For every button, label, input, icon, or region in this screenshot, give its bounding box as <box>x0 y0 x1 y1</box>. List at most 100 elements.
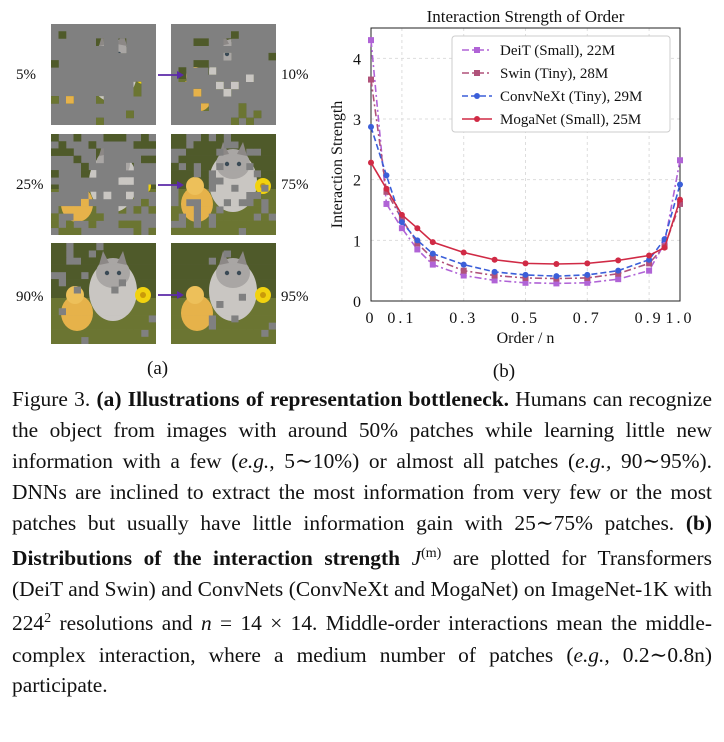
data-point <box>398 219 405 226</box>
data-point <box>368 37 374 44</box>
data-point <box>368 159 374 166</box>
x-tick-label: 0.9 <box>635 310 664 327</box>
panel-a: 5% 10% 25% 75% 90% 95% (a) <box>0 0 330 385</box>
masked-image-5pct <box>51 24 156 125</box>
data-point <box>383 200 390 207</box>
arrow-icon <box>158 71 184 79</box>
data-point <box>522 271 529 278</box>
data-point <box>522 274 529 281</box>
legend: DeiT (Small), 22M Swin (Tiny), 28M ConvNeX… <box>451 35 671 133</box>
legend-marker <box>474 47 480 53</box>
interaction-strength-chart: Interaction Strength of Order 0 1 2 3 4 0 0.1 0.… <box>329 7 692 382</box>
caption-text: 5∼10%) or almost all patches ( <box>274 448 576 473</box>
legend-entry: MogaNet (Small), 25M <box>500 112 641 128</box>
legend-entry: DeiT (Small), 22M <box>500 43 615 59</box>
x-tick-label: 0.7 <box>573 310 602 327</box>
data-point <box>429 250 436 257</box>
legend-marker <box>474 116 480 122</box>
data-point <box>429 239 436 246</box>
pct-label-75: 75% <box>281 177 309 193</box>
data-point <box>677 200 683 207</box>
legend-entry: ConvNeXt (Tiny), 29M <box>500 89 642 105</box>
series-line <box>370 126 681 277</box>
data-point <box>383 172 390 179</box>
data-point <box>398 211 405 218</box>
data-point <box>677 157 683 164</box>
data-point <box>646 267 653 274</box>
caption-text: resolutions and <box>51 611 201 636</box>
caption-text: are plotted for Transformers (DeiT and S… <box>12 545 712 636</box>
series-2 <box>368 123 683 280</box>
pct-label-25: 25% <box>16 177 44 193</box>
legend-marker <box>474 93 480 99</box>
data-point <box>460 249 467 256</box>
caption-text: = 14 × 14. Middle-order interactions mea… <box>12 611 712 667</box>
math-superscript-2: 2 <box>44 611 52 627</box>
data-point <box>646 252 653 259</box>
series-3 <box>368 159 683 267</box>
legend-entry: Swin (Tiny), 28M <box>500 66 608 82</box>
arrow-icon <box>158 291 184 299</box>
data-point <box>553 273 560 280</box>
x-tick-label: 0.3 <box>449 310 478 327</box>
series-line <box>370 40 681 285</box>
masked-image-10pct <box>171 24 276 125</box>
data-point <box>661 244 668 251</box>
caption-b-title: Distributions of the interaction strengt… <box>12 545 401 570</box>
series-1 <box>368 76 683 282</box>
caption-b-label: (b) <box>685 510 712 535</box>
data-point <box>429 255 436 262</box>
pct-label-95: 95% <box>281 289 309 305</box>
data-point <box>460 261 467 268</box>
y-axis-label: Interaction Strength <box>329 101 346 229</box>
pct-label-10: 10% <box>281 67 309 83</box>
data-point <box>615 257 622 264</box>
math-j-superscript: (m) <box>421 545 442 561</box>
masked-image-90pct <box>51 243 156 344</box>
data-point <box>429 261 436 268</box>
data-point <box>491 268 498 275</box>
y-tick-label: 2 <box>353 173 361 190</box>
data-point <box>522 279 529 286</box>
data-point <box>414 246 421 253</box>
series-line <box>370 162 681 265</box>
data-point <box>646 260 653 267</box>
y-tick-label: 1 <box>353 233 361 250</box>
data-point <box>615 276 622 283</box>
chart-title: Interaction Strength of Order <box>427 7 625 26</box>
data-point <box>661 240 668 247</box>
x-tick-label: 0.5 <box>511 310 540 327</box>
data-point <box>646 256 653 263</box>
data-point <box>368 123 374 130</box>
data-point <box>383 185 390 192</box>
caption-eg: e.g., <box>575 448 612 473</box>
x-tick-label: 0 <box>366 310 377 327</box>
y-tick-label: 3 <box>353 112 361 129</box>
caption-a-label: (a) <box>96 387 122 411</box>
caption-text: 0.2∼0.8n) participate. <box>12 642 712 698</box>
math-j: J <box>411 545 422 570</box>
pct-label-5: 5% <box>16 67 36 83</box>
pct-label-90: 90% <box>16 289 44 305</box>
masked-image-95pct <box>171 243 276 344</box>
series-0 <box>368 37 683 287</box>
data-point <box>553 260 560 267</box>
data-point <box>368 76 374 83</box>
data-point <box>460 267 467 274</box>
data-point <box>491 272 498 279</box>
data-point <box>460 272 467 279</box>
data-point <box>398 225 405 232</box>
data-point <box>383 188 390 195</box>
data-point <box>584 274 591 281</box>
subfigure-label-b: (b) <box>493 361 515 382</box>
data-point <box>414 240 421 247</box>
data-point <box>491 256 498 263</box>
caption-eg: e.g., <box>573 642 610 667</box>
caption-text: 90∼95%). DNNs are inclined to extract th… <box>12 448 713 535</box>
caption-a-title: Illustrations of representation bottlene… <box>127 387 509 411</box>
x-tick-label: 0.1 <box>387 310 416 327</box>
y-tick-label: 4 <box>353 51 361 68</box>
data-point <box>398 216 405 223</box>
figure-caption: Figure 3. (a) Illustrations of represent… <box>12 384 712 701</box>
x-axis-label: Order / n <box>497 330 555 347</box>
